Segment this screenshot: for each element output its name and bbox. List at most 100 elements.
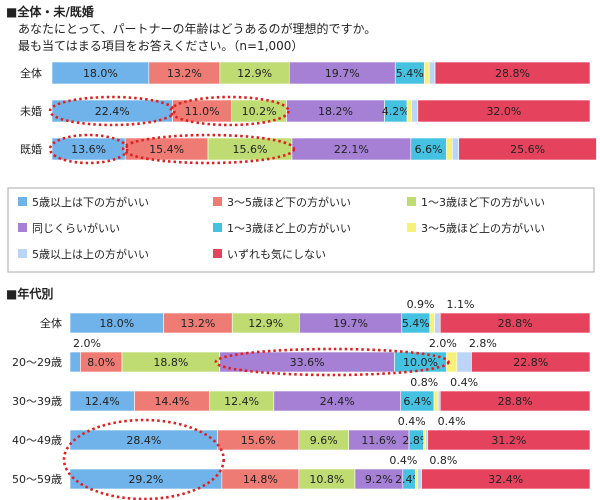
chart1-category-label: 未婚 bbox=[20, 104, 42, 118]
chart1-data-label: 11.0% bbox=[185, 105, 220, 118]
chart2-bar-40-49-7 bbox=[427, 429, 591, 451]
legend-label: 3〜5歳ほど下の方がいい bbox=[227, 195, 351, 209]
legend-swatch bbox=[18, 223, 27, 232]
chart2-data-label: 12.4% bbox=[224, 395, 259, 408]
chart2-bar--6 bbox=[434, 312, 441, 334]
chart2-data-label: 14.8% bbox=[243, 473, 278, 486]
chart1-bar--5 bbox=[406, 99, 412, 123]
question-line2: 最も当てはまる項目をお答えください。（n=1,000） bbox=[18, 38, 303, 53]
callout-label: 0.8% bbox=[410, 376, 438, 389]
legend-swatch bbox=[213, 197, 222, 206]
chart2-bar-50-59-6 bbox=[417, 468, 422, 490]
chart2-data-label: 19.7% bbox=[333, 317, 368, 330]
callout-label: 2.8% bbox=[469, 337, 497, 350]
chart1-data-label: 19.7% bbox=[325, 67, 360, 80]
chart1-data-label: 22.1% bbox=[334, 143, 369, 156]
chart1-data-label: 25.6% bbox=[510, 143, 545, 156]
chart2-category-label: 50〜59歳 bbox=[12, 473, 62, 486]
highlight-ellipse bbox=[48, 133, 129, 165]
chart2-data-label: 18.8% bbox=[153, 356, 188, 369]
legend-swatch bbox=[407, 197, 416, 206]
chart1-data-label: 4.2% bbox=[382, 105, 410, 118]
chart1-data-label: 5.4% bbox=[396, 67, 424, 80]
chart1-bar--7 bbox=[434, 61, 591, 85]
legend-label: 5歳以上は下の方がいい bbox=[32, 195, 149, 209]
callout-label: 0.8% bbox=[429, 454, 457, 467]
chart1-bar--7 bbox=[458, 137, 597, 161]
chart1-data-label: 15.6% bbox=[233, 143, 268, 156]
legend-label: 5歳以上は上の方がいい bbox=[32, 247, 149, 261]
chart2-bar--5 bbox=[429, 312, 435, 334]
chart1-bar--5 bbox=[423, 61, 430, 85]
chart2-bar-30-39-6 bbox=[437, 390, 441, 412]
chart2-data-label: 28.8% bbox=[498, 317, 533, 330]
chart2-category-label: 全体 bbox=[40, 316, 62, 330]
legend-label: 同じくらいがいい bbox=[32, 221, 120, 235]
chart1-category-label: 既婚 bbox=[20, 142, 42, 156]
chart1-data-label: 6.6% bbox=[415, 143, 443, 156]
chart2-data-label: 22.8% bbox=[513, 356, 548, 369]
chart1-bar--6 bbox=[428, 61, 436, 85]
chart2-data-label: 28.4% bbox=[126, 434, 161, 447]
chart1-data-label: 15.4% bbox=[149, 143, 184, 156]
callout-label: 0.4% bbox=[389, 454, 417, 467]
legend-swatch bbox=[213, 223, 222, 232]
chart2-bar-40-49-6 bbox=[425, 429, 429, 451]
chart2-data-label: 12.4% bbox=[85, 395, 120, 408]
chart1-bar--6 bbox=[451, 137, 460, 161]
question-line1: あなたにとって、パートナーの年齢はどうあるのが理想的ですか。 bbox=[18, 21, 376, 36]
chart2-category-label: 30〜39歳 bbox=[12, 395, 62, 408]
highlight-ellipse bbox=[48, 95, 176, 127]
chart2-data-label: 15.6% bbox=[241, 434, 276, 447]
chart-1-group: 全体 18.0% 13.2% 12.9% 19.7% 5.4% 28.8% 未婚 22.4% 11… bbox=[20, 61, 597, 165]
chart1-data-label: 22.4% bbox=[95, 105, 130, 118]
callout-label: 0.4% bbox=[398, 415, 426, 428]
chart1-bar--5 bbox=[446, 137, 453, 161]
chart2-data-label: 10.8% bbox=[309, 473, 344, 486]
chart2-category-label: 20〜29歳 bbox=[12, 356, 62, 369]
callout-label: 1.1% bbox=[447, 298, 475, 311]
chart2-bar-50-59-7 bbox=[421, 468, 591, 490]
chart2-bar-50-59-5 bbox=[414, 468, 418, 490]
chart1-data-label: 18.2% bbox=[318, 105, 353, 118]
highlight-ellipse bbox=[62, 418, 225, 500]
chart1-bar--6 bbox=[411, 99, 419, 123]
legend-label: 3〜5歳ほど上の方がいい bbox=[421, 221, 545, 235]
chart1-data-label: 10.2% bbox=[242, 105, 277, 118]
chart2-data-label: 18.0% bbox=[99, 317, 134, 330]
highlight-ellipse bbox=[214, 347, 450, 377]
chart2-data-label: 13.2% bbox=[180, 317, 215, 330]
chart2-data-label: 9.2% bbox=[365, 473, 393, 486]
chart2-data-label: 5.4% bbox=[402, 317, 430, 330]
callout-label: 0.4% bbox=[438, 415, 466, 428]
chart2-bar-40-49-5 bbox=[423, 429, 426, 451]
chart2-data-label: 12.9% bbox=[248, 317, 283, 330]
chart2-data-label: 10.0% bbox=[403, 356, 438, 369]
chart2-data-label: 11.6% bbox=[361, 434, 396, 447]
chart-2-group: 全体 18.0% 13.2% 12.9% 19.7% 5.4% 28.8% 20〜29歳 8.0… bbox=[12, 298, 591, 500]
chart1-category-label: 全体 bbox=[20, 66, 42, 80]
chart2-category-label: 40〜49歳 bbox=[12, 434, 62, 447]
chart2-data-label: 32.4% bbox=[488, 473, 523, 486]
chart2-bar-30-39-7 bbox=[439, 390, 591, 412]
legend-swatch bbox=[213, 249, 222, 258]
chart2-bar-20-29-0 bbox=[69, 351, 81, 373]
chart2-data-label: 28.8% bbox=[498, 395, 533, 408]
chart2-data-label: 9.6% bbox=[310, 434, 338, 447]
callout-label: 0.9% bbox=[407, 298, 435, 311]
chart1-data-label: 13.2% bbox=[167, 67, 202, 80]
chart1-data-label: 18.0% bbox=[83, 67, 118, 80]
chart1-data-label: 13.6% bbox=[71, 143, 106, 156]
chart2-data-label: 24.4% bbox=[320, 395, 355, 408]
section1-heading: ■全体・未/既婚 bbox=[6, 4, 94, 19]
chart2-data-label: 33.6% bbox=[290, 356, 325, 369]
chart2-data-label: 31.2% bbox=[491, 434, 526, 447]
legend-label: 1〜3歳ほど下の方がいい bbox=[421, 195, 545, 209]
chart2-data-label: 14.4% bbox=[154, 395, 189, 408]
chart1-data-label: 12.9% bbox=[237, 67, 272, 80]
chart1-bar--7 bbox=[417, 99, 591, 123]
legend-label: いずれも気にしない bbox=[227, 247, 326, 261]
chart2-bar-20-29-7 bbox=[471, 351, 591, 373]
legend-label: 1〜3歳ほど上の方がいい bbox=[227, 221, 351, 235]
